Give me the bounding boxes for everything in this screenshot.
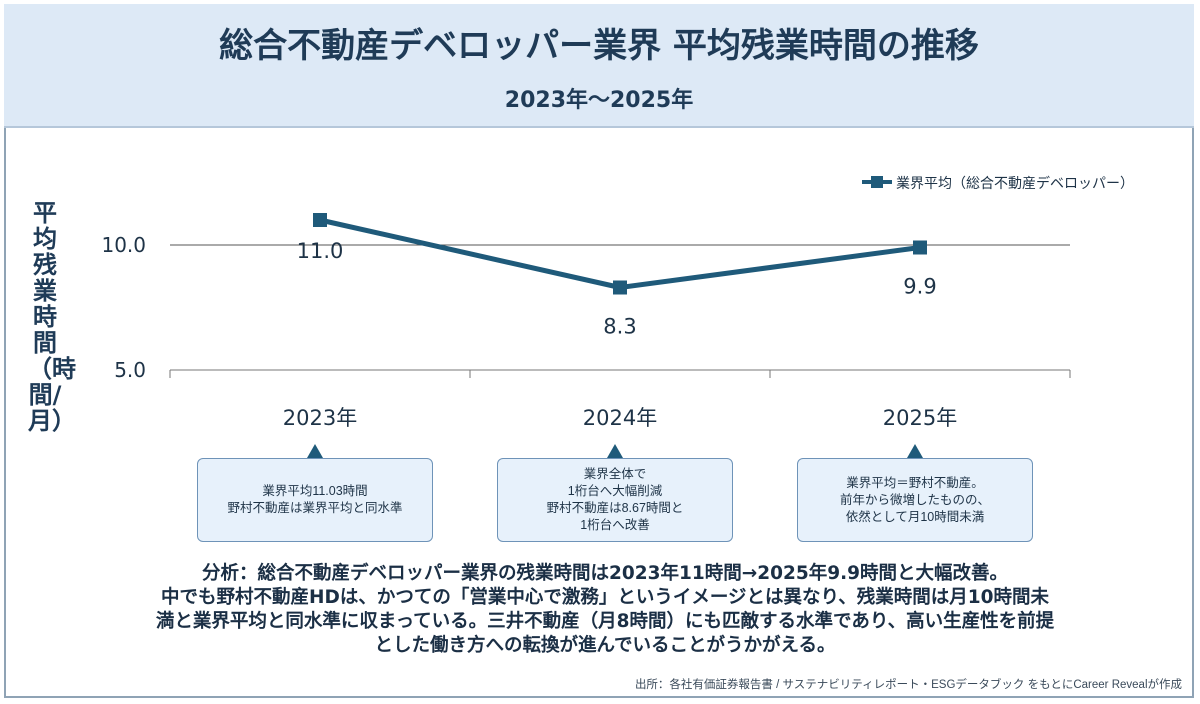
data-point [613, 280, 627, 295]
callout-box: 業界平均11.03時間 野村不動産は業界平均と同水準 [197, 458, 433, 542]
y-axis-label: 平均残業時間（時間/月） [28, 199, 76, 435]
legend-marker [871, 176, 883, 188]
callout-box: 業界平均＝野村不動産。 前年から微増したものの、 依然として月10時間未満 [797, 458, 1033, 542]
legend-label: 業界平均（総合不動産デベロッパー） [896, 175, 1134, 192]
analysis-text: 分析：総合不動産デベロッパー業界の残業時間は2023年11時間→2025年9.9… [155, 563, 1055, 656]
x-tick-label: 2025年 [883, 406, 957, 430]
callout-pointer [907, 444, 923, 458]
series-line [319, 217, 921, 290]
chart-title: 総合不動産デベロッパー業界 平均残業時間の推移 [219, 26, 979, 66]
callout-pointer [307, 444, 323, 458]
y-tick-label: 5.0 [114, 358, 146, 382]
x-tick-label: 2024年 [583, 406, 657, 430]
callout-box: 業界全体で 1桁台へ大幅削減 野村不動産は8.67時間と 1桁台へ改善 [497, 458, 733, 542]
data-label: 11.0 [297, 239, 344, 263]
source-note: 出所：各社有価証券報告書 / サステナビリティレポート・ESGデータブック をも… [634, 679, 1182, 691]
data-label: 8.3 [603, 315, 636, 339]
y-tick-label: 10.0 [101, 233, 146, 257]
data-point [313, 213, 327, 227]
legend: 業界平均（総合不動産デベロッパー） [862, 175, 1134, 192]
x-tick-label: 2023年 [283, 406, 357, 430]
header-band: 総合不動産デベロッパー業界 平均残業時間の推移 2023年〜2025年 [4, 4, 1194, 128]
chart-subtitle: 2023年〜2025年 [504, 88, 694, 113]
data-label: 9.9 [903, 275, 936, 299]
callout-pointer [607, 444, 623, 458]
data-point [913, 240, 927, 255]
